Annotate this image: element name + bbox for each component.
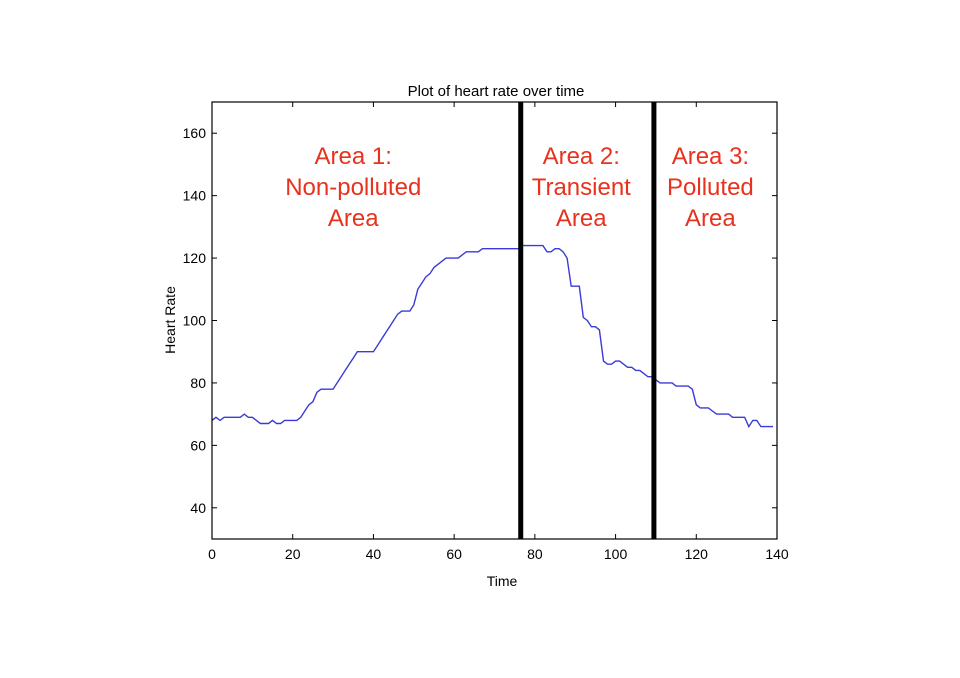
y-tick-label: 100 bbox=[183, 313, 207, 329]
x-tick-label: 120 bbox=[685, 546, 709, 562]
y-tick-label: 140 bbox=[183, 188, 207, 204]
y-tick-label: 80 bbox=[190, 375, 206, 391]
x-tick-label: 80 bbox=[527, 546, 543, 562]
x-tick-label: 40 bbox=[366, 546, 382, 562]
x-tick-label: 100 bbox=[604, 546, 628, 562]
y-tick-label: 40 bbox=[190, 500, 206, 516]
y-axis-label: Heart Rate bbox=[162, 286, 178, 354]
area-label: Area 3: Polluted Area bbox=[667, 143, 754, 232]
y-tick-label: 120 bbox=[183, 250, 207, 266]
x-tick-label: 140 bbox=[765, 546, 789, 562]
x-tick-label: 60 bbox=[446, 546, 462, 562]
x-tick-label: 20 bbox=[285, 546, 301, 562]
x-axis-label: Time bbox=[487, 573, 518, 589]
area-label: Area 1: Non-polluted Area bbox=[285, 143, 421, 232]
plot-frame bbox=[211, 101, 778, 540]
x-tick-label: 0 bbox=[208, 546, 216, 562]
heart-rate-line bbox=[211, 244, 773, 429]
y-tick-label: 60 bbox=[190, 437, 206, 453]
y-tick-label: 160 bbox=[183, 125, 207, 141]
area-label: Area 2: Transient Area bbox=[532, 143, 631, 232]
chart-title: Plot of heart rate over time bbox=[408, 83, 585, 100]
plot-area: 0 20 40 60 80 100 120 140 40 60 80 100 120 140 160 Area… bbox=[183, 102, 789, 562]
